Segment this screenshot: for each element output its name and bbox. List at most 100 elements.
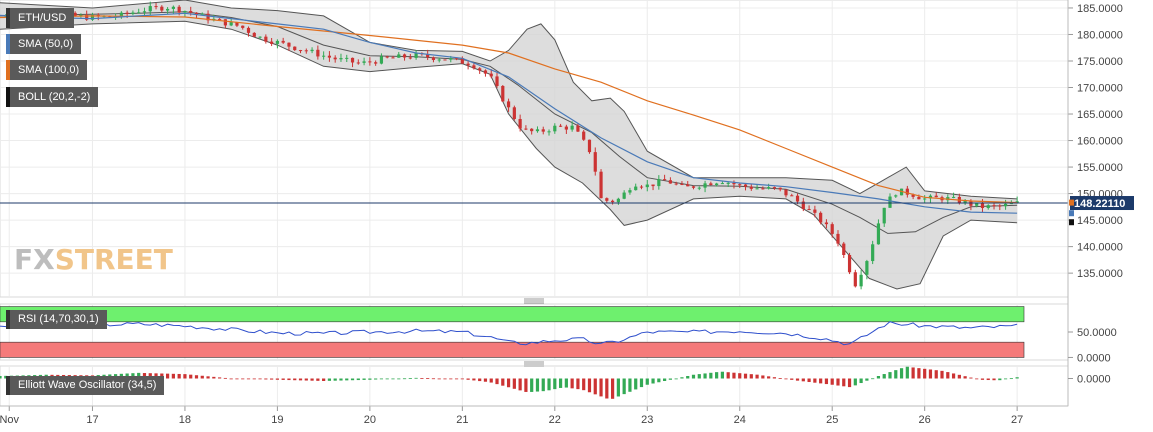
candle-body	[177, 6, 181, 13]
price-tick-label: 140.0000	[1077, 242, 1123, 254]
ewo-bar	[553, 378, 557, 390]
ewo-bar	[899, 368, 904, 379]
ewo-bar	[212, 376, 216, 379]
ewo-bar	[385, 378, 389, 380]
legend-ewo[interactable]: Elliott Wave Oscillator (34,5)	[6, 376, 165, 395]
legend-boll[interactable]: BOLL (20,2,-2)	[6, 87, 99, 107]
legend-rsi[interactable]: RSI (14,70,30,1)	[6, 310, 107, 329]
ewo-bar	[171, 373, 175, 379]
ewo-bar	[934, 370, 938, 379]
candle-body	[506, 101, 511, 108]
ewo-bar	[599, 378, 603, 397]
ewo-bar	[541, 378, 545, 392]
ewo-bar	[570, 378, 574, 389]
candle-body	[790, 195, 794, 197]
ewo-bar	[177, 373, 181, 379]
candle-body	[478, 68, 482, 71]
candle-body	[258, 36, 262, 38]
candle-body	[541, 129, 545, 132]
candle-body	[905, 188, 909, 195]
candle-body	[605, 198, 609, 201]
ewo-bar	[680, 377, 684, 379]
rsi-overbought-zone	[0, 306, 1025, 323]
x-tick-label: 25	[826, 414, 838, 426]
candle-body	[894, 195, 898, 197]
candle-body	[530, 128, 534, 132]
ewo-bar	[622, 378, 626, 395]
ewo-bar	[767, 376, 771, 379]
candle-body	[281, 40, 285, 43]
legend-symbol[interactable]: ETH/USD	[6, 8, 75, 28]
candle-body	[934, 195, 938, 198]
candle-body	[634, 186, 638, 191]
candle-body	[229, 22, 233, 26]
candle-body	[847, 254, 852, 273]
ewo-bar	[472, 378, 476, 381]
candle-body	[859, 274, 863, 287]
rsi-oversold-zone	[0, 341, 1025, 358]
candle-body	[830, 224, 834, 234]
candle-body	[304, 50, 308, 52]
price-tick-label: 180.0000	[1077, 29, 1123, 41]
candle-body	[853, 272, 857, 287]
ewo-bar	[252, 378, 256, 380]
candle-body	[553, 125, 557, 132]
candle-body	[674, 183, 678, 185]
candle-body	[327, 55, 332, 58]
candle-body	[778, 187, 782, 190]
ewo-bar	[241, 378, 245, 380]
candle-body	[385, 56, 389, 58]
ewo-bar	[148, 373, 152, 379]
ewo-bar	[350, 378, 355, 381]
ewo-bar	[761, 375, 765, 379]
x-tick-label: Nov	[0, 414, 20, 426]
candle-body	[489, 73, 493, 77]
candle-body	[871, 244, 875, 262]
candle-body	[449, 58, 453, 60]
x-tick-label: 26	[919, 414, 931, 426]
ewo-bar	[657, 378, 661, 383]
candle-body	[165, 8, 170, 11]
candle-body	[535, 129, 540, 132]
ewo-bar	[587, 378, 592, 393]
axes: 185.0000180.0000175.0000170.0000165.0000…	[0, 0, 1134, 426]
ewo-bar	[738, 373, 742, 379]
candle-body	[518, 118, 522, 129]
ewo-bar	[293, 378, 297, 381]
x-tick-label: 22	[549, 414, 561, 426]
ewo-bar	[645, 378, 649, 385]
ewo-bar	[246, 378, 251, 380]
ewo-bar	[275, 378, 280, 380]
candle-body	[183, 10, 187, 13]
ewo-bar	[200, 375, 204, 379]
candle-body	[443, 59, 447, 61]
ewo-bar	[218, 377, 222, 379]
rsi-tick-label: 50.0000	[1077, 327, 1117, 339]
ewo-bar	[524, 378, 528, 392]
legend-sma50[interactable]: SMA (50,0)	[6, 34, 82, 54]
ewo-bar	[235, 378, 239, 380]
ewo-bar	[165, 373, 170, 379]
rsi-panel	[0, 306, 1025, 358]
ewo-bar	[715, 372, 719, 379]
ewo-tick-label: 0.0000	[1077, 374, 1111, 386]
legend-sma100[interactable]: SMA (100,0)	[6, 60, 88, 80]
ewo-bar	[905, 366, 909, 379]
ewo-bar	[801, 378, 805, 382]
ewo-bar	[4, 375, 8, 379]
ewo-bar	[807, 378, 811, 383]
ewo-bar	[426, 378, 430, 379]
candle-body	[223, 19, 227, 26]
ewo-bar	[316, 378, 320, 381]
candle-body	[246, 27, 251, 33]
ewo-bar	[853, 378, 857, 386]
candle-body	[928, 195, 933, 199]
candle-body	[587, 139, 592, 153]
price-tick-label: 185.0000	[1077, 3, 1123, 15]
candle-body	[460, 58, 464, 64]
indicator-edge-marker	[1069, 210, 1074, 217]
logo-street: STREET	[54, 243, 173, 276]
candle-body	[316, 49, 320, 57]
candle-body	[252, 32, 256, 37]
